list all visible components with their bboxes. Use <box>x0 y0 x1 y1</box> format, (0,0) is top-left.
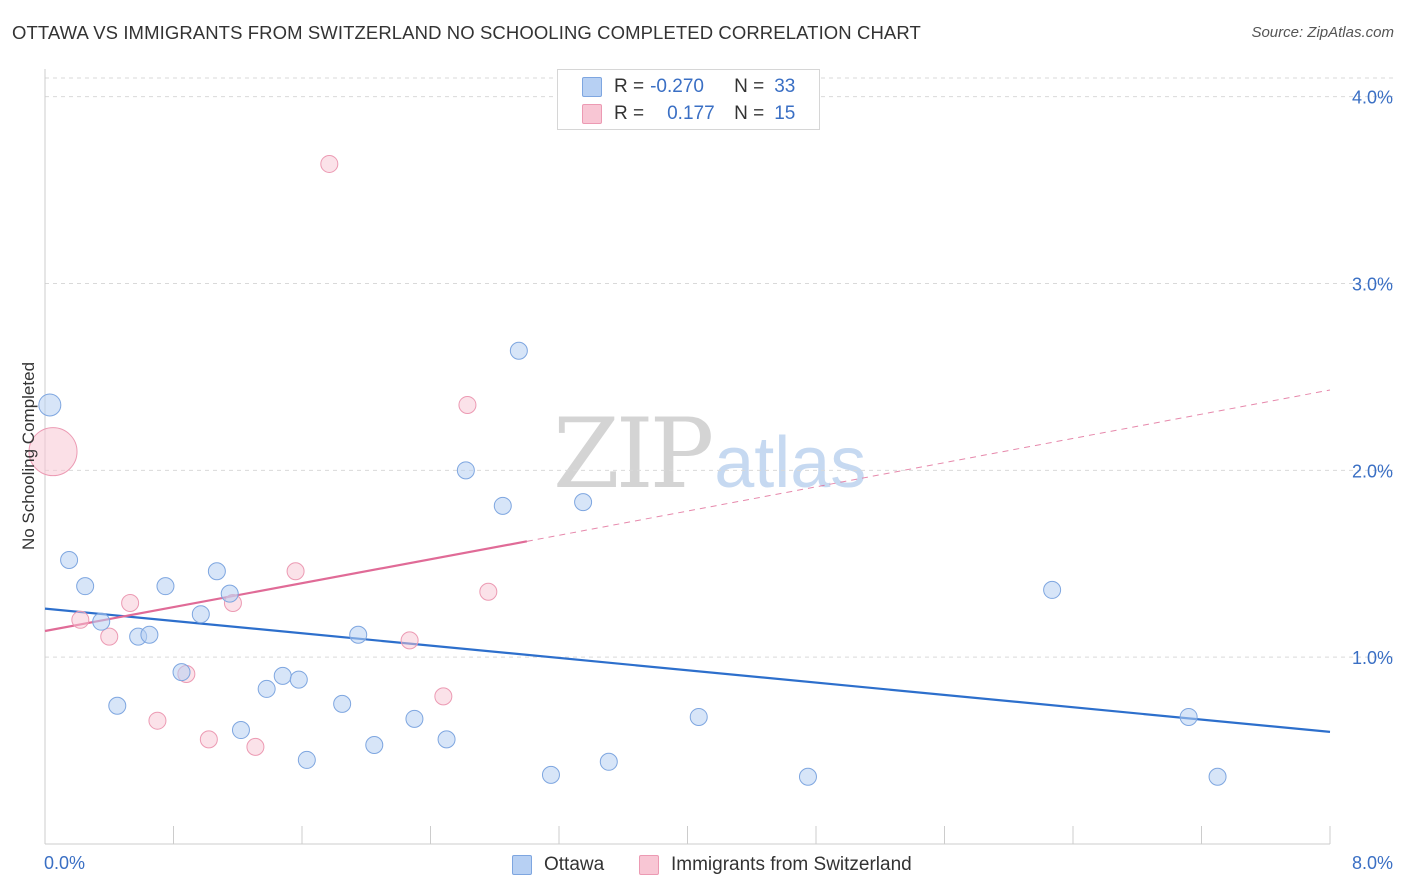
legend-n-label: N = <box>734 76 765 97</box>
point-swiss <box>71 610 90 629</box>
point-ottawa <box>1043 580 1062 599</box>
point-ottawa <box>541 765 560 784</box>
point-swiss <box>286 562 305 581</box>
point-swiss <box>400 631 419 650</box>
point-ottawa <box>297 750 316 769</box>
point-ottawa <box>257 679 276 698</box>
x-tick-label-max: 8.0% <box>1352 853 1393 873</box>
legend-r-value: 0.177 <box>667 103 715 124</box>
point-swiss <box>199 730 218 749</box>
point-ottawa <box>349 625 368 644</box>
point-swiss <box>28 427 78 477</box>
legend-n-value: 15 <box>774 103 796 124</box>
trend-line-swiss <box>44 540 528 633</box>
point-swiss <box>148 711 167 730</box>
point-ottawa <box>207 562 226 581</box>
point-ottawa <box>92 612 111 631</box>
legend-r-label: R = <box>614 103 645 124</box>
legend-n-value: 33 <box>774 76 796 97</box>
point-ottawa <box>231 721 250 740</box>
point-ottawa <box>574 493 593 512</box>
bottom-legend-label-swiss: Immigrants from Switzerland <box>671 854 912 875</box>
legend-swatch-ottawa <box>582 77 602 97</box>
point-ottawa <box>220 584 239 603</box>
y-tick-label: 2.0% <box>1352 461 1393 481</box>
point-ottawa <box>689 707 708 726</box>
point-ottawa <box>1179 707 1198 726</box>
point-ottawa <box>493 496 512 515</box>
trend-line-ottawa <box>44 607 1331 733</box>
legend-n-label: N = <box>734 103 765 124</box>
correlation-legend: R = -0.270 N = 33 R = 0.177 N = 15 <box>557 69 820 130</box>
point-ottawa <box>76 577 95 596</box>
point-swiss <box>121 593 140 612</box>
trend-lines <box>44 389 1331 733</box>
point-ottawa <box>191 605 210 624</box>
bottom-legend-ottawa: Ottawa <box>512 852 604 878</box>
bottom-legend-swatch-ottawa <box>512 855 532 875</box>
y-tick-label: 1.0% <box>1352 648 1393 668</box>
legend-row-swiss: R = 0.177 N = 15 <box>582 101 795 127</box>
point-ottawa <box>60 551 79 570</box>
bottom-legend-swiss: Immigrants from Switzerland <box>639 852 912 878</box>
point-swiss <box>100 627 119 646</box>
point-ottawa <box>333 694 352 713</box>
y-tick-label: 3.0% <box>1352 275 1393 295</box>
point-swiss <box>479 582 498 601</box>
point-ottawa <box>172 663 191 682</box>
y-tick-label: 4.0% <box>1352 88 1393 108</box>
trend-line-swiss-extension <box>526 389 1331 542</box>
point-ottawa <box>599 752 618 771</box>
point-swiss <box>458 395 477 414</box>
legend-r-label: R = <box>614 76 645 97</box>
point-swiss <box>246 737 265 756</box>
chart-title: OTTAWA VS IMMIGRANTS FROM SWITZERLAND NO… <box>12 22 921 43</box>
point-ottawa <box>456 461 475 480</box>
x-ticks <box>173 826 1331 844</box>
y-tick-labels: 1.0% 2.0% 3.0% 4.0% <box>1352 88 1393 668</box>
point-ottawa <box>156 577 175 596</box>
point-ottawa <box>365 735 384 754</box>
bottom-legend-swatch-swiss <box>639 855 659 875</box>
data-points <box>28 154 1227 786</box>
point-ottawa <box>38 393 62 417</box>
point-swiss <box>320 154 339 173</box>
point-ottawa <box>509 341 528 360</box>
point-ottawa <box>405 709 424 728</box>
point-ottawa <box>273 666 292 685</box>
point-ottawa <box>798 767 817 786</box>
gridlines <box>45 77 1393 658</box>
point-ottawa <box>108 696 127 715</box>
legend-row-ottawa: R = -0.270 N = 33 <box>582 74 795 100</box>
y-axis-label: No Schooling Completed <box>19 362 38 550</box>
legend-swatch-swiss <box>582 104 602 124</box>
source-label: Source: ZipAtlas.com <box>1251 24 1394 41</box>
bottom-legend-label-ottawa: Ottawa <box>544 854 605 875</box>
point-ottawa <box>289 670 308 689</box>
point-swiss <box>434 687 453 706</box>
point-ottawa <box>140 625 159 644</box>
point-ottawa <box>1208 767 1227 786</box>
point-ottawa <box>437 730 456 749</box>
legend-r-value: -0.270 <box>650 76 704 97</box>
x-tick-label-min: 0.0% <box>44 853 85 873</box>
